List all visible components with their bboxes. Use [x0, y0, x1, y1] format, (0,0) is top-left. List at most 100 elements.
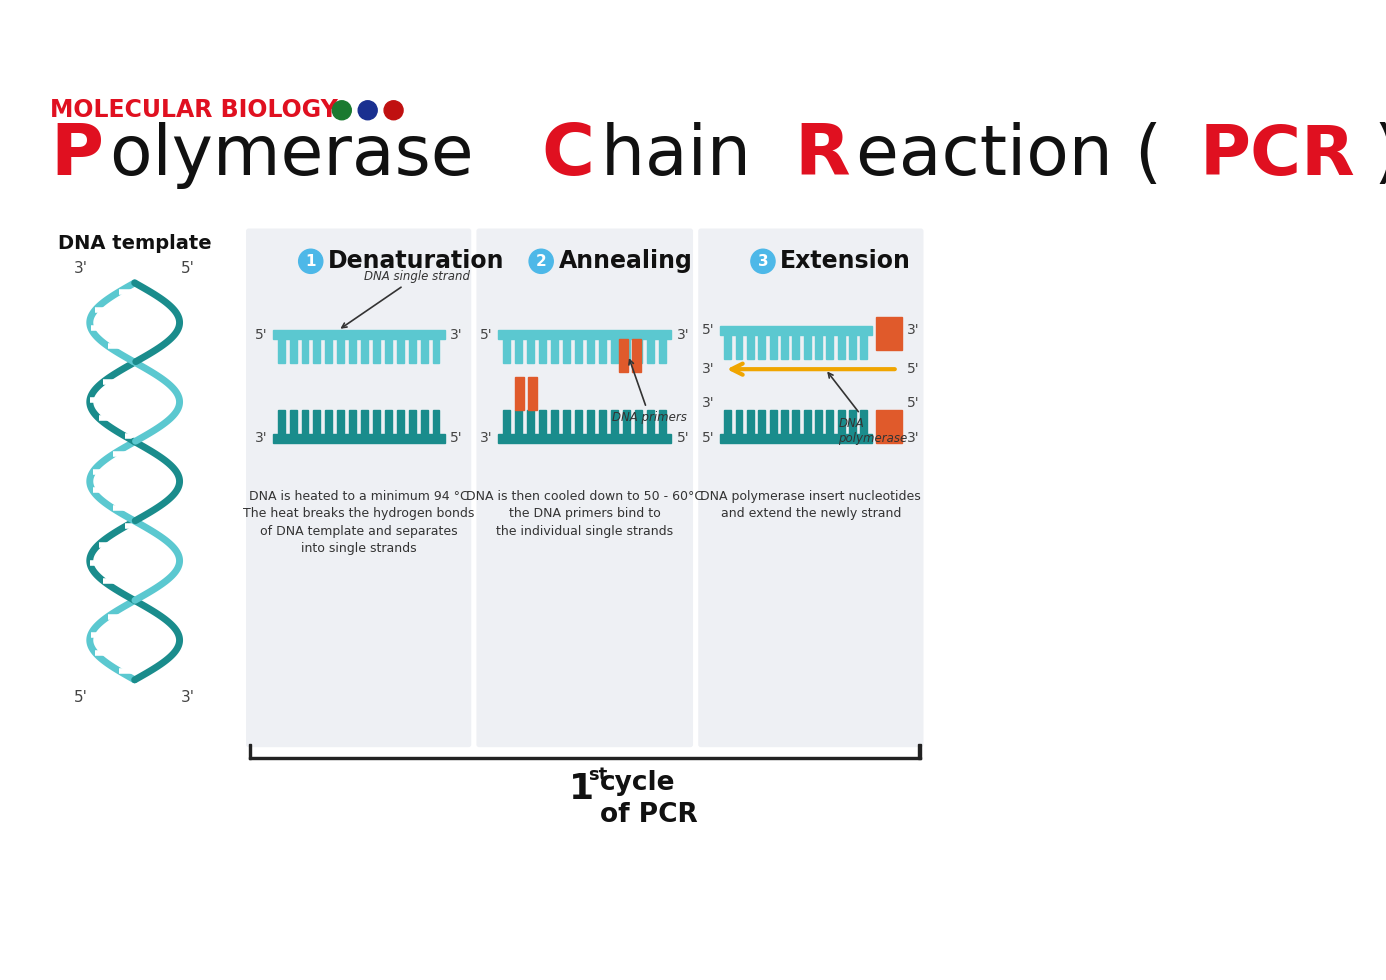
Bar [362, 410, 369, 434]
Circle shape [384, 101, 403, 120]
Bar [432, 339, 439, 364]
Text: st: st [588, 766, 607, 784]
Bar [736, 334, 743, 359]
Bar [326, 339, 333, 364]
Text: DNA primers: DNA primers [613, 360, 687, 423]
Bar [373, 339, 380, 364]
Bar [313, 339, 320, 364]
Bar [362, 339, 369, 364]
Text: 3': 3' [703, 396, 715, 410]
Bar [503, 410, 510, 434]
Text: C: C [542, 121, 595, 190]
Bar [588, 339, 595, 364]
Bar [660, 410, 667, 434]
Bar [385, 339, 392, 364]
Bar [277, 410, 284, 434]
Bar [804, 410, 811, 434]
Bar [647, 410, 654, 434]
Bar [611, 339, 618, 364]
Circle shape [529, 249, 553, 273]
Text: Extension: Extension [780, 249, 911, 273]
Text: 5': 5' [703, 323, 715, 337]
Text: 3': 3' [182, 690, 195, 706]
Bar [758, 334, 765, 359]
Text: DNA polymerase insert nucleotides: DNA polymerase insert nucleotides [700, 490, 922, 503]
Bar [516, 410, 523, 434]
FancyBboxPatch shape [477, 228, 693, 747]
Text: the DNA primers bind to: the DNA primers bind to [509, 508, 661, 520]
Text: 3': 3' [906, 431, 920, 445]
Bar [876, 318, 902, 350]
Text: 5': 5' [182, 261, 195, 276]
Bar [290, 339, 297, 364]
Text: ): ) [1374, 122, 1386, 189]
Bar [780, 410, 787, 434]
Text: 5': 5' [906, 396, 920, 410]
Bar [432, 410, 439, 434]
Text: Annealing: Annealing [559, 249, 692, 273]
Bar [725, 334, 732, 359]
Circle shape [298, 249, 323, 273]
Text: 5': 5' [676, 431, 689, 445]
Text: and extend the newly strand: and extend the newly strand [721, 508, 901, 520]
Text: P: P [50, 121, 103, 190]
Bar [326, 410, 333, 434]
Bar [563, 410, 570, 434]
Bar [409, 410, 416, 434]
Text: DNA
polymerase: DNA polymerase [829, 372, 908, 445]
Bar [503, 339, 510, 364]
Bar [919, 744, 920, 760]
Bar [725, 410, 732, 434]
Text: 5': 5' [906, 363, 920, 376]
Bar [313, 410, 320, 434]
Bar [850, 334, 857, 359]
Bar [624, 339, 631, 364]
Bar [248, 744, 251, 760]
Text: 3': 3' [75, 261, 89, 276]
Text: 5': 5' [449, 431, 463, 445]
Text: 3': 3' [703, 363, 715, 376]
Bar [861, 410, 868, 434]
Bar [516, 377, 524, 410]
Bar [599, 410, 606, 434]
Text: 3': 3' [906, 323, 920, 337]
Bar [552, 339, 559, 364]
Bar [409, 339, 416, 364]
Circle shape [358, 101, 377, 120]
Bar [516, 339, 523, 364]
Bar [302, 339, 309, 364]
Bar [248, 757, 920, 760]
Bar [719, 434, 872, 443]
Bar [660, 339, 667, 364]
Text: R: R [794, 121, 850, 190]
Bar [337, 339, 344, 364]
Bar [647, 339, 654, 364]
Bar [498, 434, 671, 443]
Text: 1: 1 [305, 254, 316, 269]
Bar [599, 339, 606, 364]
Bar [826, 334, 833, 359]
Text: Denaturation: Denaturation [328, 249, 505, 273]
Bar [588, 410, 595, 434]
Text: eaction (: eaction ( [857, 122, 1163, 189]
Circle shape [751, 249, 775, 273]
Bar [290, 410, 297, 434]
Bar [273, 434, 445, 443]
Bar [385, 410, 392, 434]
Bar [349, 410, 356, 434]
Bar [632, 339, 640, 371]
Bar [620, 339, 628, 371]
Bar [804, 334, 811, 359]
Bar [861, 334, 868, 359]
Bar [302, 410, 309, 434]
Bar [747, 334, 754, 359]
Bar [563, 339, 570, 364]
Bar [780, 334, 787, 359]
Bar [850, 410, 857, 434]
Bar [624, 410, 631, 434]
Text: olymerase: olymerase [109, 122, 495, 189]
Text: into single strands: into single strands [301, 542, 416, 555]
Bar [815, 334, 822, 359]
Text: 3': 3' [449, 327, 463, 342]
Bar [575, 339, 582, 364]
